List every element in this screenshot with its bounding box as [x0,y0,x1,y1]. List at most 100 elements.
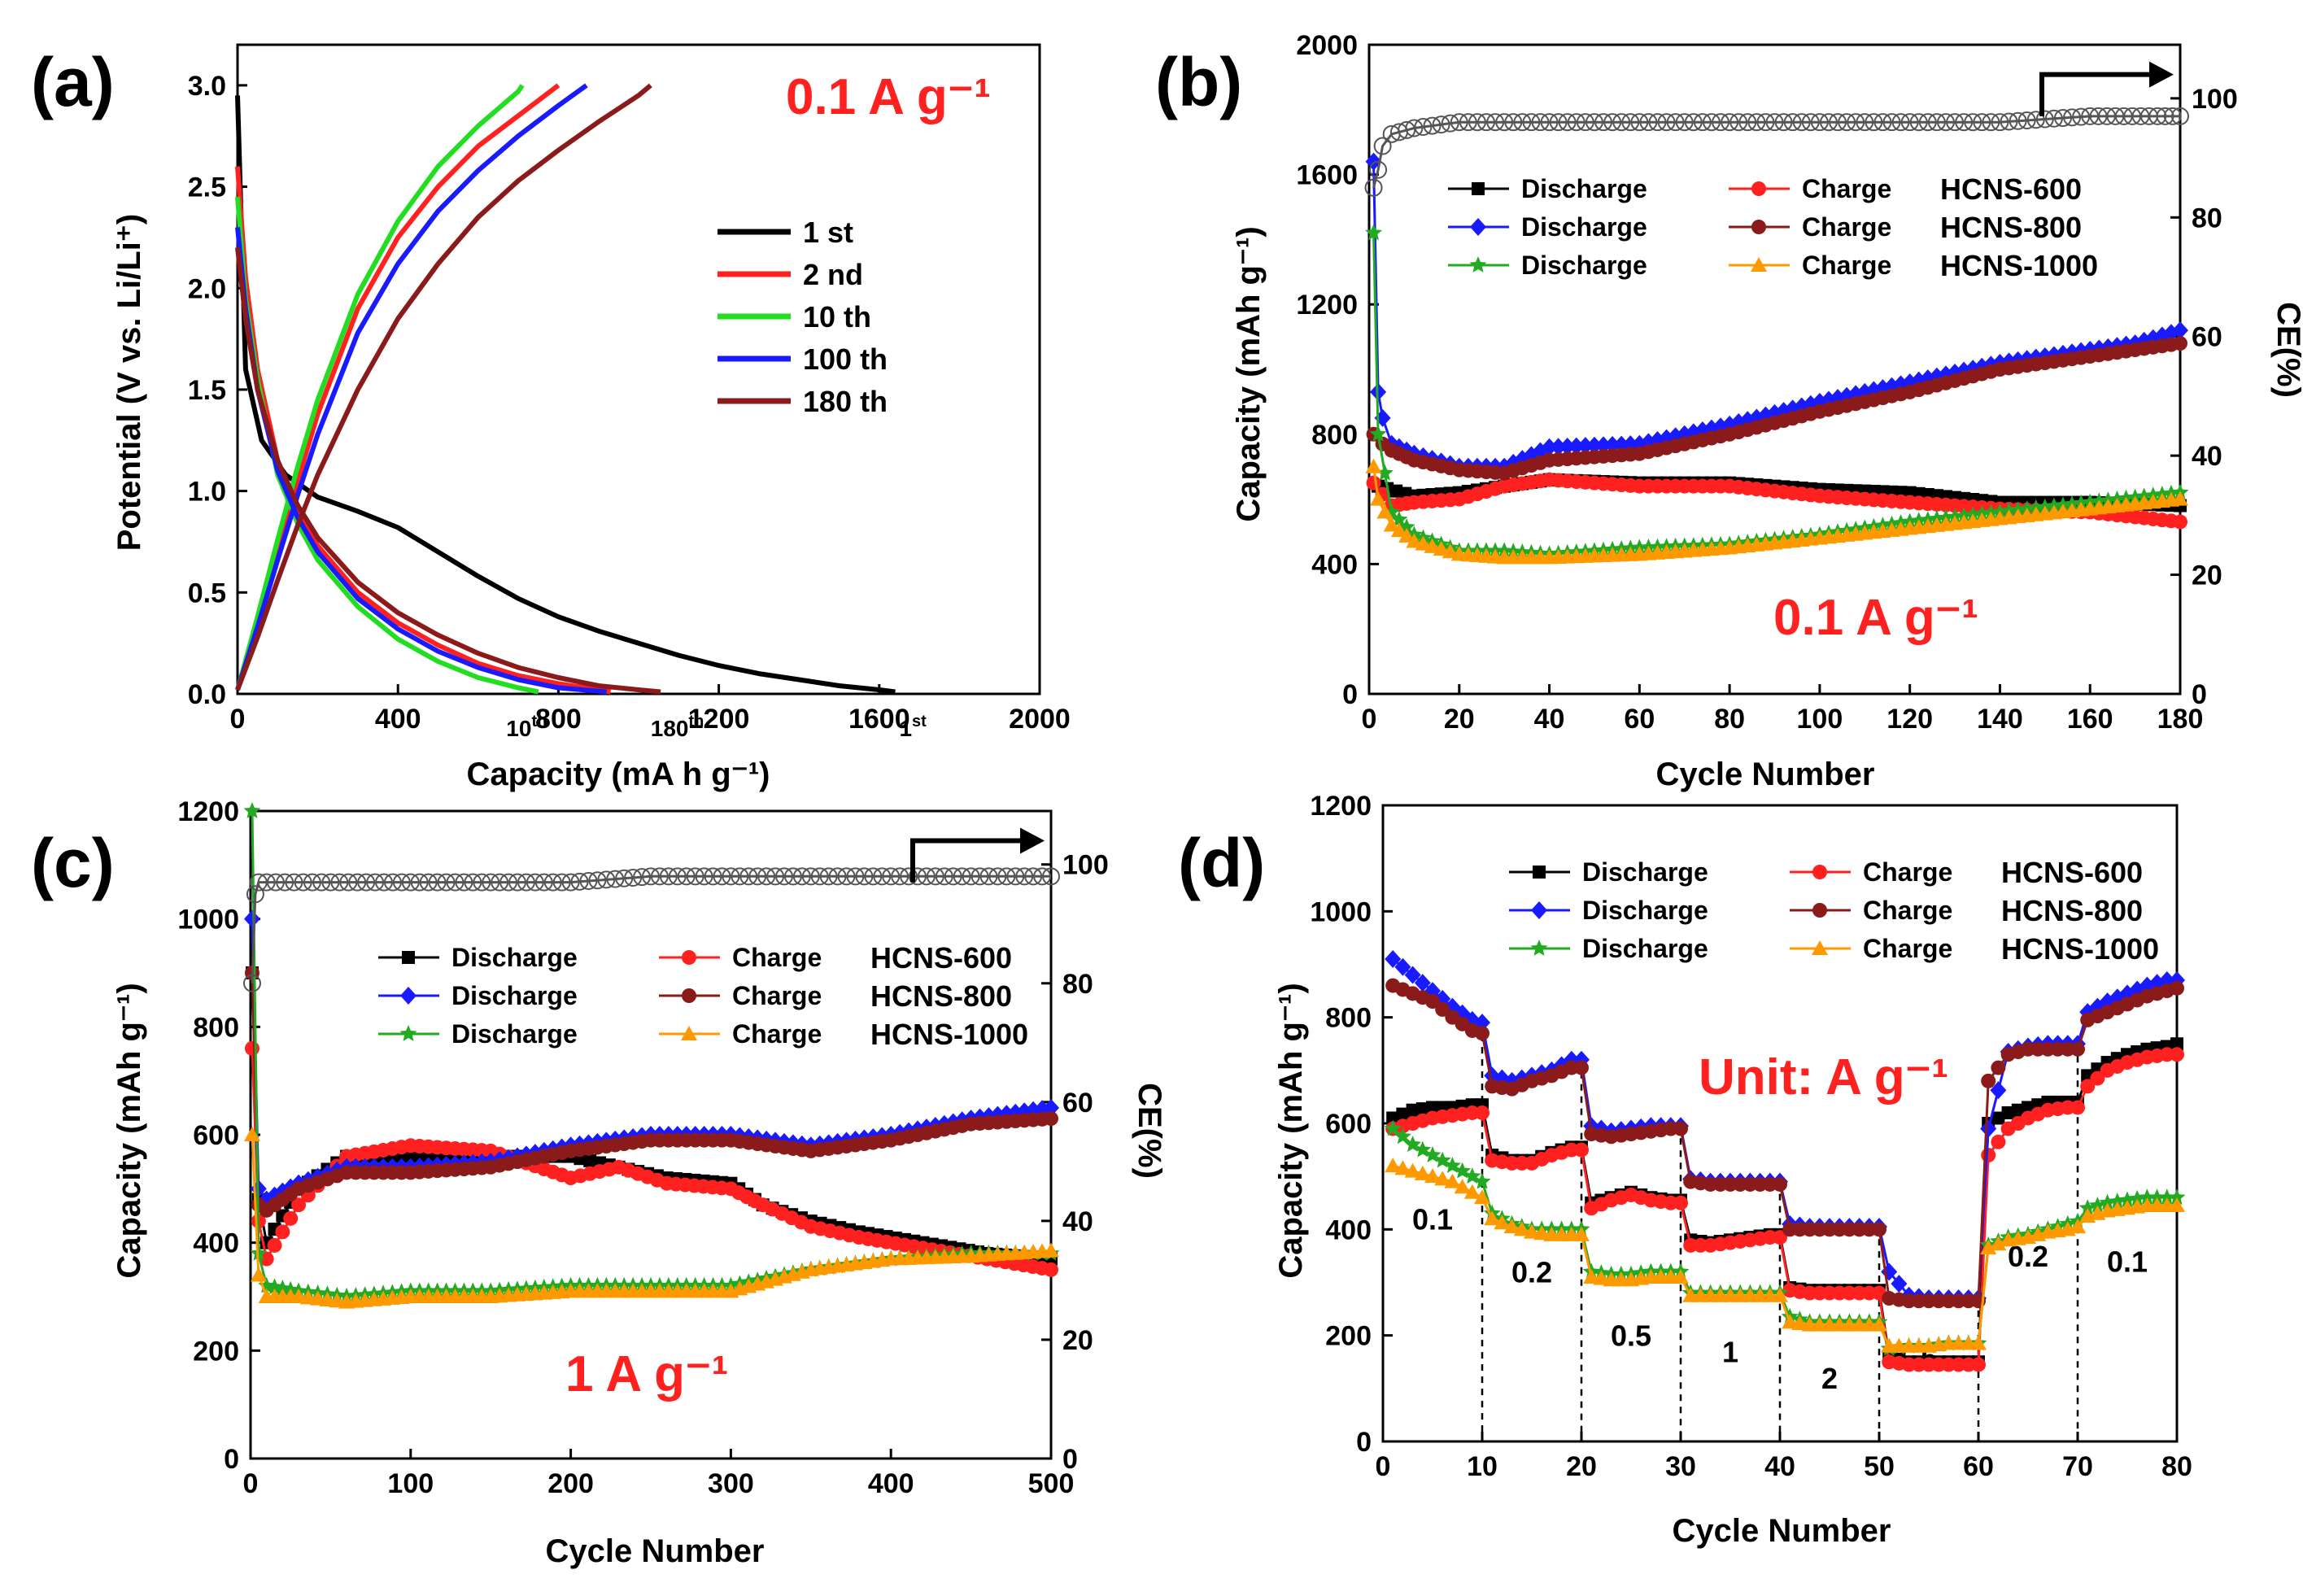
data-point [1369,160,1388,179]
data-point [299,1289,316,1305]
data-point [606,870,625,888]
data-point [1801,113,1820,132]
data-point [579,872,598,891]
x-tick-label: 400 [375,704,421,735]
x-tick-label: 2000 [1009,704,1071,735]
legend-marker [1533,866,1546,879]
data-point [1394,1160,1411,1175]
data-point [650,867,669,886]
data-point [1585,113,1603,132]
panel-a-y-axis-title: Potential (V vs. Li/Li⁺) [111,214,147,552]
data-point [290,1289,308,1303]
data-point [1442,543,1459,559]
data-point [2163,107,2182,125]
data-point [2070,1100,2085,1115]
legend-marker [1812,865,1827,879]
ce-arrow-head [1020,827,1045,854]
data-point [1473,1172,1491,1189]
data-point [1432,116,1450,134]
legend-marker [399,1025,417,1041]
data-point [891,867,909,886]
data-point [276,873,294,892]
curve-annotation: 180th [651,713,704,741]
curve-100th-charge [235,83,588,691]
y2-tick-label: 20 [2192,560,2222,591]
curve-2nd-charge [235,83,560,691]
data-point [1043,1242,1059,1258]
data-point [1394,1127,1411,1145]
data-point [1414,118,1433,137]
data-point [1982,113,2000,132]
data-point [1369,425,1387,442]
y-tick-label: 1600 [1296,160,1358,191]
data-point [2026,111,2045,129]
data-point [392,873,411,892]
data-point [1702,113,1721,132]
panel-a: (a) 0.1 A g⁻¹ 0 400 800 1200 1600 2000 0.0 0.5 1… [31,43,1071,792]
data-point [1991,113,2009,132]
data-point [1666,113,1685,132]
legend-group-label: HCNS-600 [1940,172,2082,206]
data-point [1574,1142,1589,1158]
data-point [1639,113,1658,132]
panel-a-rate-label: 0.1 A g⁻¹ [786,69,991,125]
data-point [1573,1226,1590,1241]
data-point [1434,1171,1451,1186]
data-point [1990,1236,2007,1251]
data-point [775,867,793,886]
y-tick-label: 200 [1325,1321,1372,1352]
data-point [357,873,376,892]
y-tick-label: 400 [1325,1214,1372,1245]
x-tick-label: 180 [2157,704,2204,735]
y-tick-label: 1200 [177,796,239,827]
legend-label: Charge [1802,251,1891,280]
legend-label: Charge [1863,934,1952,963]
data-point [249,873,268,892]
data-point [2001,1105,2015,1119]
data-point [2035,110,2054,129]
y2-tick-label: 80 [1062,969,1093,1000]
data-point [2053,109,2072,128]
data-point [2172,321,2188,340]
data-point [1990,1081,2007,1100]
data-point [243,802,261,818]
data-point [1783,113,1802,132]
data-point [1383,517,1400,532]
panel-a-label: (a) [31,44,115,120]
data-point [1604,435,1621,454]
data-point [348,873,367,892]
legend-marker [1751,257,1767,272]
data-point [1891,113,1910,132]
ce-arrow-head [2149,61,2174,88]
y-tick-label: 0 [1342,679,1358,710]
data-point [757,867,776,886]
data-point [1454,1179,1471,1194]
data-point [401,873,420,892]
data-point [1364,178,1383,197]
data-point [2118,1191,2136,1208]
data-point [837,867,856,886]
data-point [534,873,553,892]
legend-label: Discharge [451,943,578,972]
data-point [294,873,312,892]
data-point [1459,113,1477,132]
data-point [695,867,713,886]
data-point [713,867,731,886]
y-tick-label: 1000 [1310,896,1372,927]
y-tick-label: 200 [193,1336,239,1367]
panel-a-frame [236,43,1041,696]
x-tick-label: 300 [708,1468,754,1499]
data-point [1533,1225,1551,1241]
legend-marker [681,1026,697,1040]
panel-d-unit-label: Unit: A g⁻¹ [1699,1049,1948,1105]
data-point [1971,1357,1986,1372]
panel-a-x-axis-title: Capacity (mA h g⁻¹) [467,757,770,792]
data-point [1513,113,1532,132]
y-tick-label: 2.0 [188,273,226,304]
panel-b-y-axis-title: Capacity (mAh g⁻¹) [1231,226,1267,521]
data-point [1574,1060,1589,1075]
data-point [783,867,802,886]
data-point [1373,137,1392,155]
data-point [491,873,509,892]
data-point [659,867,678,886]
